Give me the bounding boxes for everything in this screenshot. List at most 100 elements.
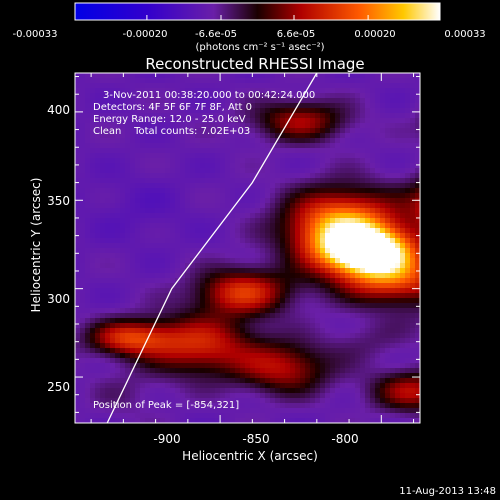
heatmap-cell <box>150 213 156 219</box>
heatmap-cell <box>145 158 151 164</box>
heatmap-cell <box>95 203 101 209</box>
heatmap-cell <box>360 138 366 144</box>
heatmap-cell <box>95 388 101 394</box>
heatmap-cell <box>380 298 386 304</box>
heatmap-cell <box>355 238 361 244</box>
heatmap-cell <box>115 418 121 423</box>
heatmap-cell <box>220 258 226 264</box>
heatmap-cell <box>265 298 271 304</box>
heatmap-cell <box>365 268 371 274</box>
heatmap-cell <box>315 148 321 154</box>
chart-title: Reconstructed RHESSI Image <box>145 55 364 73</box>
heatmap-cell <box>255 238 261 244</box>
heatmap-cell <box>115 248 121 254</box>
heatmap-cell <box>175 388 181 394</box>
heatmap-cell <box>95 308 101 314</box>
heatmap-cell <box>270 373 276 379</box>
heatmap-cell <box>410 358 416 364</box>
heatmap-cell <box>200 193 206 199</box>
heatmap-cell <box>400 218 406 224</box>
heatmap-cell <box>90 173 96 179</box>
heatmap-cell <box>125 233 131 239</box>
heatmap-cell <box>265 258 271 264</box>
heatmap-cell <box>90 193 96 199</box>
heatmap-cell <box>95 108 101 114</box>
heatmap-cell <box>230 88 236 94</box>
heatmap-cell <box>85 408 91 414</box>
heatmap-cell <box>110 233 116 239</box>
heatmap-cell <box>255 288 261 294</box>
heatmap-cell <box>210 368 216 374</box>
heatmap-cell <box>410 183 416 189</box>
heatmap-cell <box>255 198 261 204</box>
heatmap-cell <box>90 333 96 339</box>
heatmap-cell <box>315 313 321 319</box>
heatmap-cell <box>175 133 181 139</box>
heatmap-cell <box>75 408 81 414</box>
heatmap-cell <box>145 88 151 94</box>
heatmap-cell <box>220 263 226 269</box>
heatmap-cell <box>205 273 211 279</box>
heatmap-cell <box>345 158 351 164</box>
heatmap-cell <box>210 238 216 244</box>
heatmap-cell <box>230 313 236 319</box>
heatmap-cell <box>85 158 91 164</box>
heatmap-cell <box>360 303 366 309</box>
heatmap-cell <box>315 303 321 309</box>
heatmap-cell <box>135 133 141 139</box>
heatmap-cell <box>255 298 261 304</box>
heatmap-cell <box>375 323 381 329</box>
heatmap-cell <box>190 73 196 79</box>
heatmap-cell <box>270 243 276 249</box>
heatmap-cell <box>130 168 136 174</box>
heatmap-cell <box>260 343 266 349</box>
heatmap-cell <box>365 73 371 79</box>
heatmap-cell <box>115 278 121 284</box>
heatmap-cell <box>355 283 361 289</box>
heatmap-cell <box>300 328 306 334</box>
heatmap-cell <box>130 173 136 179</box>
heatmap-cell <box>220 308 226 314</box>
heatmap-cell <box>160 158 166 164</box>
heatmap-cell <box>290 398 296 404</box>
heatmap-cell <box>160 318 166 324</box>
heatmap-cell <box>230 128 236 134</box>
heatmap-cell <box>370 408 376 414</box>
heatmap-cell <box>150 253 156 259</box>
heatmap-cell <box>285 78 291 84</box>
heatmap-cell <box>85 373 91 379</box>
heatmap-cell <box>130 303 136 309</box>
heatmap-cell <box>360 418 366 423</box>
heatmap-cell <box>320 188 326 194</box>
heatmap-cell <box>85 338 91 344</box>
heatmap-cell <box>170 113 176 119</box>
heatmap-cell <box>255 403 261 409</box>
heatmap-cell <box>165 373 171 379</box>
heatmap-cell <box>415 338 420 344</box>
heatmap-cell <box>330 203 336 209</box>
heatmap-cell <box>385 213 391 219</box>
heatmap-cell <box>380 378 386 384</box>
heatmap-cell <box>275 218 281 224</box>
heatmap-cell <box>190 83 196 89</box>
heatmap-cell <box>300 283 306 289</box>
heatmap-cell <box>100 73 106 79</box>
heatmap-cell <box>340 303 346 309</box>
heatmap-cell <box>235 113 241 119</box>
heatmap-cell <box>310 313 316 319</box>
heatmap-cell <box>240 348 246 354</box>
heatmap-cell <box>275 353 281 359</box>
heatmap-cell <box>100 223 106 229</box>
heatmap-cell <box>335 73 341 79</box>
heatmap-cell <box>245 373 251 379</box>
heatmap-cell <box>155 293 161 299</box>
heatmap-cell <box>370 98 376 104</box>
heatmap-cell <box>80 143 86 149</box>
heatmap-cell <box>95 398 101 404</box>
heatmap-cell <box>245 233 251 239</box>
heatmap-cell <box>195 328 201 334</box>
heatmap-cell <box>110 403 116 409</box>
heatmap-cell <box>105 273 111 279</box>
heatmap-cell <box>100 173 106 179</box>
heatmap-cell <box>195 73 201 79</box>
